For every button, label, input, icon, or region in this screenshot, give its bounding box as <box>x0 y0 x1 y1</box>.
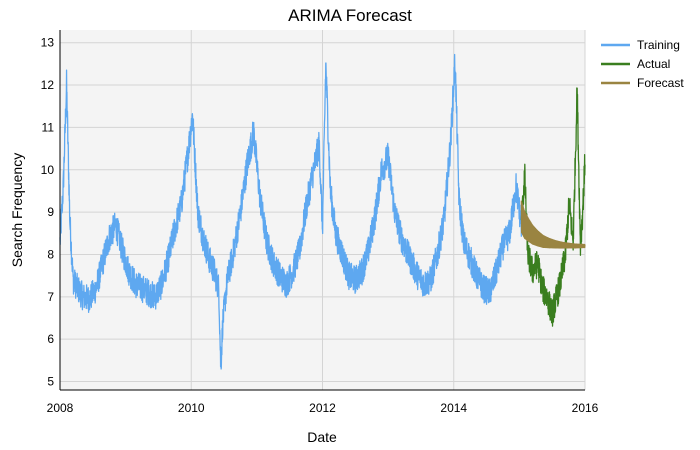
legend-label-training: Training <box>637 38 680 52</box>
chart-title: ARIMA Forecast <box>288 6 412 25</box>
y-tick-label: 10 <box>41 163 55 177</box>
y-tick-label: 5 <box>47 375 54 389</box>
y-tick-label: 7 <box>47 290 54 304</box>
y-tick-label: 11 <box>42 120 55 134</box>
x-tick-label: 2008 <box>47 401 74 415</box>
legend: Training Actual Forecast <box>601 38 684 90</box>
series-line-actual <box>520 87 586 327</box>
x-tick-label: 2014 <box>440 401 467 415</box>
x-tick-label: 2012 <box>309 401 336 415</box>
x-tick-label: 2016 <box>572 401 599 415</box>
y-tick-label: 9 <box>47 205 54 219</box>
x-axis-label: Date <box>307 429 337 445</box>
series-layer <box>59 53 586 370</box>
legend-label-forecast: Forecast <box>637 76 684 90</box>
y-axis-label: Search Frequency <box>9 153 25 267</box>
legend-label-actual: Actual <box>637 57 670 71</box>
gridlines <box>59 30 586 390</box>
x-tick-label: 2010 <box>178 401 205 415</box>
y-tick-label: 12 <box>41 78 55 92</box>
axes: 2008 2010 2012 2014 2016 5 6 7 8 9 10 11 12 13 <box>41 30 599 415</box>
y-tick-label: 8 <box>47 247 54 261</box>
y-tick-label: 6 <box>47 332 54 346</box>
series-line-training <box>59 53 522 370</box>
y-tick-label: 13 <box>41 36 55 50</box>
series-line-forecast <box>520 200 586 249</box>
